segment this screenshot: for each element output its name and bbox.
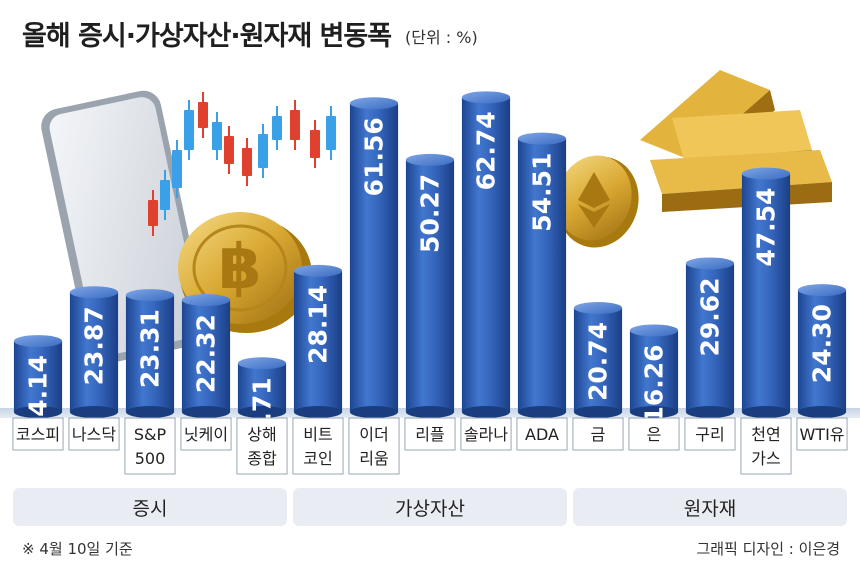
category-box-6 [348, 417, 400, 475]
category-label-1-0: 나스닥 [72, 425, 116, 444]
category-box-9 [516, 417, 568, 451]
bar-2 [125, 289, 175, 418]
data-label-2: 23.31 [136, 309, 165, 388]
category-label-12-0: 구리 [695, 425, 724, 444]
bar-13 [741, 167, 791, 418]
svg-text:฿: ฿ [218, 230, 261, 303]
category-box-3 [180, 417, 232, 451]
data-label-1: 23.87 [80, 306, 109, 385]
data-label-13: 47.54 [752, 188, 781, 267]
bar-10 [573, 301, 623, 418]
chart-title: 올해 증시·가상자산·원자재 변동폭 [22, 21, 392, 52]
data-label-12: 29.62 [696, 277, 725, 356]
category-label-14-0: WTI유 [799, 425, 844, 444]
data-label-14: 24.30 [808, 304, 837, 383]
data-label-8: 62.74 [472, 111, 501, 190]
candlestick-illustration [148, 92, 336, 236]
data-label-6: 61.56 [360, 117, 389, 196]
category-label-13-1: 가스 [751, 449, 780, 468]
bar-14 [797, 284, 847, 418]
data-label-9: 54.51 [528, 153, 557, 232]
category-label-5-0: 비트 [303, 425, 332, 444]
group-label-2: 원자재 [572, 488, 848, 526]
data-label-7: 50.27 [416, 174, 445, 253]
category-box-10 [572, 417, 624, 451]
category-label-6-1: 리움 [359, 449, 388, 468]
category-box-1 [68, 417, 120, 451]
bar-1 [69, 286, 119, 418]
category-box-12 [684, 417, 736, 451]
gold-bars-illustration [640, 70, 832, 212]
group-label-1: 가상자산 [292, 488, 568, 526]
bar-11 [629, 324, 679, 418]
unit-label: (단위 : %) [405, 28, 478, 47]
category-label-4-1: 종합 [247, 449, 277, 468]
data-label-3: 22.32 [192, 314, 221, 393]
category-label-13-0: 천연 [751, 425, 780, 444]
bar-9 [517, 132, 567, 418]
category-label-2-0: S&P [134, 425, 167, 444]
category-label-10-0: 금 [591, 425, 606, 444]
category-box-14 [796, 417, 848, 451]
category-label-5-1: 코인 [303, 449, 332, 468]
bar-12 [685, 257, 735, 418]
category-box-2 [124, 417, 176, 475]
bar-0 [13, 335, 63, 418]
category-box-5 [292, 417, 344, 475]
category-label-8-0: 솔라나 [464, 425, 508, 444]
category-box-7 [404, 417, 456, 451]
graphic-credit: 그래픽 디자인 : 이은경 [696, 540, 840, 558]
category-box-11 [628, 417, 680, 451]
ethereum-coin-illustration [556, 155, 639, 248]
data-label-5: 28.14 [304, 285, 333, 364]
bar-6 [349, 97, 399, 418]
category-label-6-0: 이더 [359, 425, 388, 444]
category-box-4 [236, 417, 288, 475]
category-label-11-0: 은 [647, 425, 662, 444]
data-label-10: 20.74 [584, 322, 613, 401]
bar-8 [461, 91, 511, 418]
data-label-11: 16.26 [640, 344, 669, 423]
footnote: ※ 4월 10일 기준 [22, 540, 133, 558]
group-label-0: 증시 [12, 488, 288, 526]
bar-4 [237, 357, 287, 418]
category-label-2-1: 500 [135, 449, 166, 468]
category-box-0 [12, 417, 64, 451]
category-box-13 [740, 417, 792, 475]
category-label-0-0: 코스피 [16, 425, 60, 444]
category-label-3-0: 닛케이 [184, 425, 228, 444]
category-label-4-0: 상해 [247, 425, 276, 444]
bar-3 [181, 294, 231, 418]
bar-5 [293, 264, 343, 418]
bar-7 [405, 153, 455, 418]
category-label-7-0: 리플 [415, 425, 444, 444]
category-label-9-0: ADA [525, 425, 559, 444]
category-box-8 [460, 417, 512, 451]
